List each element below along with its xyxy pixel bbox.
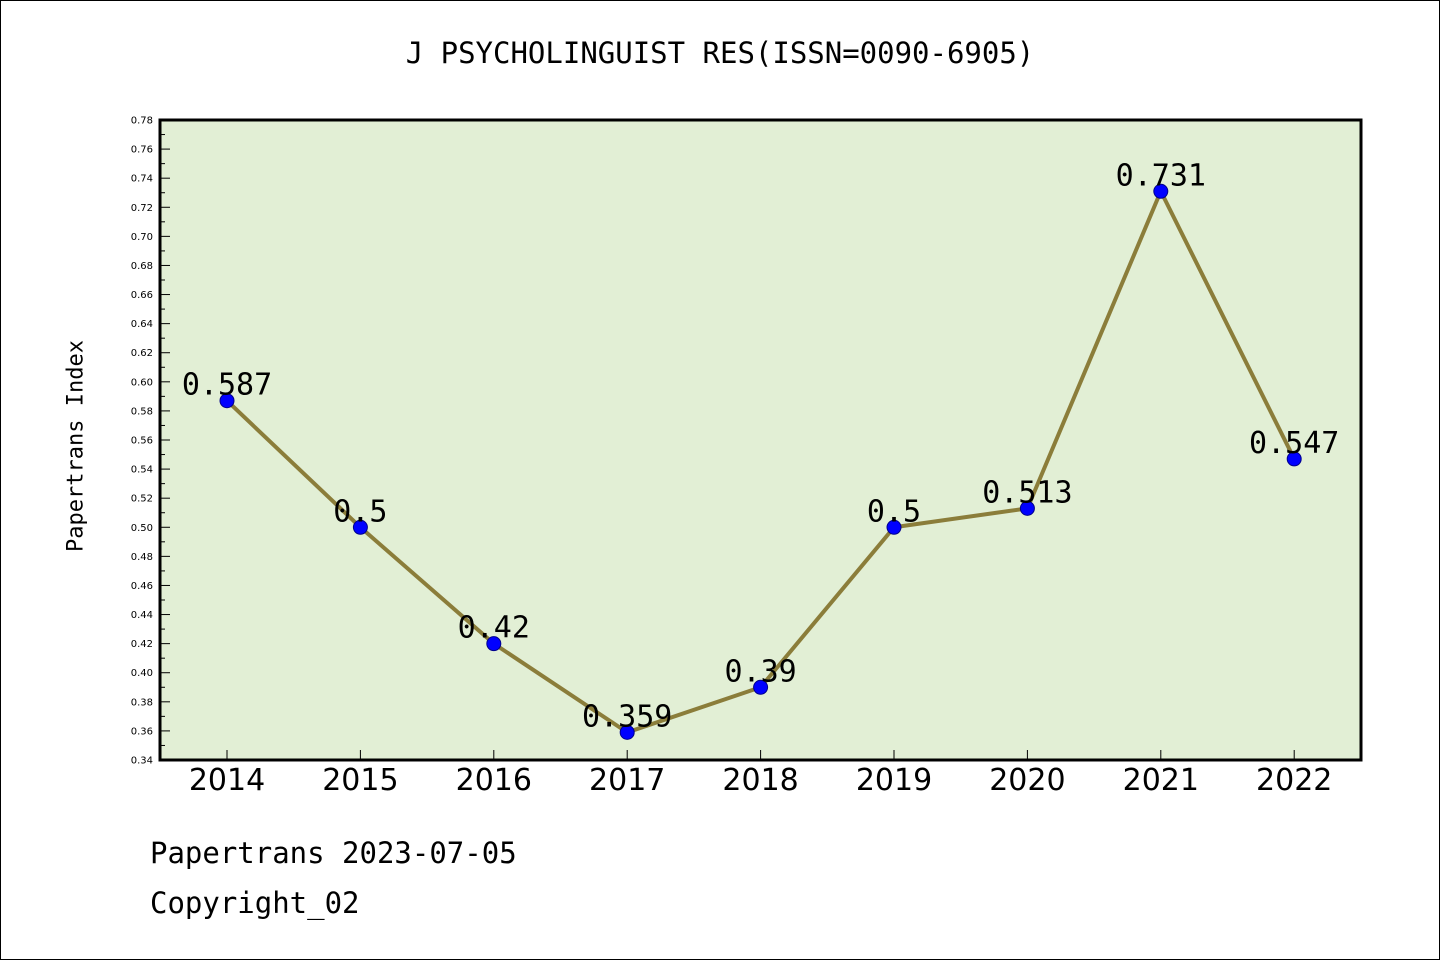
- y-tick-label: 0.46: [131, 581, 153, 592]
- plot-border: [158, 118, 1363, 762]
- y-tick-label: 0.38: [131, 697, 153, 708]
- y-tick-label: 0.72: [131, 203, 153, 214]
- y-tick-label: 0.44: [131, 610, 153, 621]
- x-tick-label: 2017: [589, 763, 665, 798]
- data-label: 0.359: [582, 699, 672, 734]
- y-tick-label: 0.66: [131, 290, 153, 301]
- y-tick-label: 0.54: [131, 465, 153, 476]
- x-tick-label: 2015: [322, 763, 398, 798]
- y-tick-label: 0.52: [131, 494, 153, 505]
- data-point: [1286, 451, 1302, 467]
- data-point: [486, 636, 502, 652]
- y-tick-label: 0.68: [131, 261, 153, 272]
- y-tick-label: 0.34: [131, 756, 153, 767]
- data-label: 0.5: [867, 494, 921, 529]
- data-point: [753, 679, 769, 695]
- data-label: 0.5: [333, 494, 387, 529]
- y-tick-label: 0.74: [131, 174, 153, 185]
- y-tick-label: 0.40: [131, 668, 153, 679]
- y-tick-label: 0.64: [131, 319, 153, 330]
- data-label: 0.547: [1249, 426, 1339, 461]
- x-tick-label: 2016: [456, 763, 532, 798]
- data-point: [1019, 500, 1035, 516]
- chart-title: J PSYCHOLINGUIST RES(ISSN=0090-6905): [405, 36, 1035, 70]
- footer-copyright: Copyright_02: [150, 886, 360, 920]
- data-labels: 0.587 0.5 0.42 0.359 0.39 0.5 0.513 0.731 0.547: [182, 158, 1340, 734]
- y-tick-label: 0.36: [131, 726, 153, 737]
- x-tick-label: 2021: [1123, 763, 1199, 798]
- y-axis-ticks: 0.34 0.36 0.38 0.40 0.42 0.44 0.46 0.48 0.50 0.52…: [131, 116, 170, 767]
- data-label: 0.587: [182, 368, 272, 403]
- x-tick-label: 2022: [1256, 763, 1332, 798]
- y-tick-label: 0.58: [131, 406, 153, 417]
- x-tick-label: 2014: [189, 763, 265, 798]
- data-point: [1153, 183, 1169, 199]
- data-point: [352, 519, 368, 535]
- data-point: [219, 393, 235, 409]
- data-label: 0.42: [458, 611, 530, 646]
- data-point: [619, 724, 635, 740]
- y-tick-label: 0.78: [131, 116, 153, 127]
- data-point: [886, 519, 902, 535]
- y-tick-label: 0.70: [131, 232, 153, 243]
- x-axis-ticks: 2014 2015 2016 2017 2018 2019 2020 2021 2022: [189, 750, 1332, 798]
- y-tick-label: 0.60: [131, 377, 153, 388]
- plot-area: [160, 120, 1361, 760]
- data-label: 0.513: [982, 475, 1072, 510]
- y-tick-label: 0.62: [131, 348, 153, 359]
- data-label: 0.39: [724, 654, 796, 689]
- x-tick-label: 2018: [722, 763, 798, 798]
- footer-source: Papertrans 2023-07-05: [150, 836, 517, 870]
- data-markers: [219, 183, 1302, 740]
- x-tick-label: 2020: [989, 763, 1065, 798]
- data-label: 0.731: [1116, 158, 1206, 193]
- y-tick-label: 0.76: [131, 145, 153, 156]
- y-tick-label: 0.56: [131, 436, 153, 447]
- y-tick-label: 0.50: [131, 523, 153, 534]
- y-tick-label: 0.48: [131, 552, 153, 563]
- y-tick-label: 0.42: [131, 639, 153, 650]
- x-tick-label: 2019: [856, 763, 932, 798]
